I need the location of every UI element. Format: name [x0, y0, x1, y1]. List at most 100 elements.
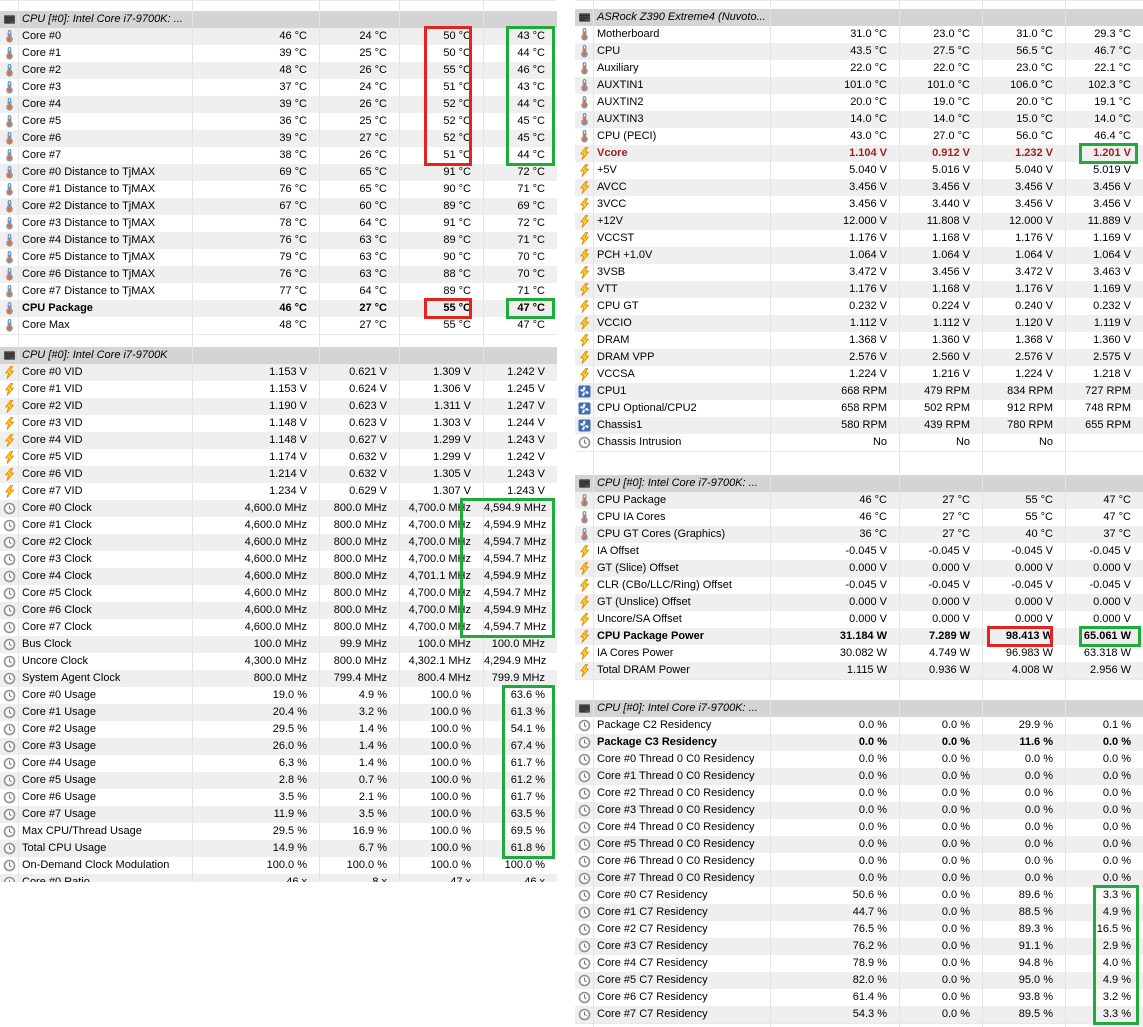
sensor-row[interactable]: Total DRAM Power 1.115 W 0.936 W 4.008 W 2.9…	[575, 662, 1143, 679]
sensor-row[interactable]: Core #4 C7 Residency 78.9 % 0.0 % 94.8 % 4.0…	[575, 955, 1143, 972]
sensor-row[interactable]: VCCST 1.176 V 1.168 V 1.176 V 1.169 V	[575, 230, 1143, 247]
sensor-row[interactable]: Core #2 Thread 0 C0 Residency 0.0 % 0.0 % 0…	[575, 785, 1143, 802]
sensor-row[interactable]: AUXTIN3 14.0 °C 14.0 °C 15.0 °C 14.0 °C	[575, 111, 1143, 128]
section-header[interactable]: CPU [#0]: Intel Core i7-9700K: ...	[575, 475, 1143, 492]
sensor-row[interactable]: CPU Optional/CPU2 658 RPM 502 RPM 912 RPM 74…	[575, 400, 1143, 417]
sensor-row[interactable]: Core #2 Distance to TjMAX 67 °C 60 °C 89 °C…	[0, 198, 557, 215]
sensor-row[interactable]: Total CPU Usage 14.9 % 6.7 % 100.0 % 61.8 %	[0, 840, 557, 857]
sensor-row[interactable]: Core #7 Thread 0 C0 Residency 0.0 % 0.0 % 0…	[575, 870, 1143, 887]
sensor-row[interactable]: Core #4 Thread 0 C0 Residency 0.0 % 0.0 % 0…	[575, 819, 1143, 836]
sensor-row[interactable]: Core #1 Thread 0 C0 Residency 0.0 % 0.0 % 0…	[575, 768, 1143, 785]
sensor-row[interactable]: Auxiliary 22.0 °C 22.0 °C 23.0 °C 22.1 °C	[575, 60, 1143, 77]
sensor-row[interactable]: Core #0 VID 1.153 V 0.621 V 1.309 V 1.242 V	[0, 364, 557, 381]
sensor-row[interactable]: CPU (PECI) 43.0 °C 27.0 °C 56.0 °C 46.4 °C	[575, 128, 1143, 145]
sensor-row[interactable]: CPU Package Power 31.184 W 7.289 W 98.413 W…	[575, 628, 1143, 645]
sensor-row[interactable]: System Agent Clock 800.0 MHz 799.4 MHz 800.…	[0, 670, 557, 687]
sensor-row[interactable]: Package C3 Residency 0.0 % 0.0 % 11.6 % 0.0 …	[575, 734, 1143, 751]
sensor-row[interactable]: Core #7 C7 Residency 54.3 % 0.0 % 89.5 % 3.3…	[575, 1006, 1143, 1023]
sensor-row[interactable]: Core #3 Usage 26.0 % 1.4 % 100.0 % 67.4 %	[0, 738, 557, 755]
sensor-row[interactable]: Chassis Intrusion No No No	[575, 434, 1143, 451]
sensor-row[interactable]: Core #3 VID 1.148 V 0.623 V 1.303 V 1.244 V	[0, 415, 557, 432]
sensor-row[interactable]: Core #5 Clock 4,600.0 MHz 800.0 MHz 4,700.0…	[0, 585, 557, 602]
sensor-row[interactable]: +12V 12.000 V 11.808 V 12.000 V 11.889 V	[575, 213, 1143, 230]
sensor-row[interactable]: +5V 5.040 V 5.016 V 5.040 V 5.019 V	[575, 162, 1143, 179]
sensor-row[interactable]: Motherboard 31.0 °C 23.0 °C 31.0 °C 29.3 °C	[575, 26, 1143, 43]
sensor-row[interactable]: Core #1 Usage 20.4 % 3.2 % 100.0 % 61.3 %	[0, 704, 557, 721]
sensor-row[interactable]: VCCIO 1.112 V 1.112 V 1.120 V 1.119 V	[575, 315, 1143, 332]
sensor-row[interactable]: Core #6 39 °C 27 °C 52 °C 45 °C	[0, 130, 557, 147]
sensor-row[interactable]: 3VSB 3.472 V 3.456 V 3.472 V 3.463 V	[575, 264, 1143, 281]
sensor-row[interactable]: Core #7 38 °C 26 °C 51 °C 44 °C	[0, 147, 557, 164]
sensor-row[interactable]: VTT 1.176 V 1.168 V 1.176 V 1.169 V	[575, 281, 1143, 298]
sensor-row[interactable]: IA Cores Power 30.082 W 4.749 W 96.983 W 63.…	[575, 645, 1143, 662]
sensor-row[interactable]: GT (Slice) Offset 0.000 V 0.000 V 0.000 V 0.…	[575, 560, 1143, 577]
sensor-row[interactable]: Core #4 Clock 4,600.0 MHz 800.0 MHz 4,701.1…	[0, 568, 557, 585]
sensor-row[interactable]: CPU GT Cores (Graphics) 36 °C 27 °C 40 °C 37…	[575, 526, 1143, 543]
sensor-row[interactable]: Uncore/SA Offset 0.000 V 0.000 V 0.000 V 0.0…	[575, 611, 1143, 628]
sensor-row[interactable]: DRAM VPP 2.576 V 2.560 V 2.576 V 2.575 V	[575, 349, 1143, 366]
section-header[interactable]: ASRock Z390 Extreme4 (Nuvoto...	[575, 9, 1143, 26]
sensor-row[interactable]: Max CPU/Thread Usage 29.5 % 16.9 % 100.0 % 6…	[0, 823, 557, 840]
sensor-row[interactable]: Core #6 Thread 0 C0 Residency 0.0 % 0.0 % 0…	[575, 853, 1143, 870]
sensor-row[interactable]: CPU Package 46 °C 27 °C 55 °C 47 °C	[575, 492, 1143, 509]
sensor-row[interactable]: Core #0 Distance to TjMAX 69 °C 65 °C 91 °C…	[0, 164, 557, 181]
sensor-row[interactable]: CPU 43.5 °C 27.5 °C 56.5 °C 46.7 °C	[575, 43, 1143, 60]
section-header[interactable]: CPU [#0]: Intel Core i7-9700K: ...	[575, 700, 1143, 717]
sensor-row[interactable]: Core #0 46 °C 24 °C 50 °C 43 °C	[0, 28, 557, 45]
sensor-row[interactable]: Core #3 37 °C 24 °C 51 °C 43 °C	[0, 79, 557, 96]
sensor-row[interactable]: CPU1 668 RPM 479 RPM 834 RPM 727 RPM	[575, 383, 1143, 400]
sensor-row[interactable]: Vcore 1.104 V 0.912 V 1.232 V 1.201 V	[575, 145, 1143, 162]
sensor-row[interactable]: Core #5 36 °C 25 °C 52 °C 45 °C	[0, 113, 557, 130]
sensor-row[interactable]: On-Demand Clock Modulation 100.0 % 100.0 %…	[0, 857, 557, 874]
sensor-row[interactable]: Core #2 48 °C 26 °C 55 °C 46 °C	[0, 62, 557, 79]
sensor-row[interactable]: Core #1 Distance to TjMAX 76 °C 65 °C 90 °C…	[0, 181, 557, 198]
sensor-row[interactable]: Core #5 C7 Residency 82.0 % 0.0 % 95.0 % 4.9…	[575, 972, 1143, 989]
sensor-row[interactable]: Core #5 Usage 2.8 % 0.7 % 100.0 % 61.2 %	[0, 772, 557, 789]
sensor-row[interactable]: AVCC 3.456 V 3.456 V 3.456 V 3.456 V	[575, 179, 1143, 196]
sensor-row[interactable]: Core #2 C7 Residency 76.5 % 0.0 % 89.3 % 16.…	[575, 921, 1143, 938]
sensor-row[interactable]: Core #6 Clock 4,600.0 MHz 800.0 MHz 4,700.0…	[0, 602, 557, 619]
sensor-row[interactable]: Core #3 Distance to TjMAX 78 °C 64 °C 91 °C…	[0, 215, 557, 232]
sensor-row[interactable]: Core #5 Distance to TjMAX 79 °C 63 °C 90 °C…	[0, 249, 557, 266]
sensor-row[interactable]: Core #4 39 °C 26 °C 52 °C 44 °C	[0, 96, 557, 113]
sensor-row[interactable]: Core #6 C7 Residency 61.4 % 0.0 % 93.8 % 3.2…	[575, 989, 1143, 1006]
sensor-row[interactable]: Core Max 48 °C 27 °C 55 °C 47 °C	[0, 317, 557, 334]
sensor-row[interactable]: Core #3 Thread 0 C0 Residency 0.0 % 0.0 % 0…	[575, 802, 1143, 819]
sensor-row[interactable]: Package C2 Residency 0.0 % 0.0 % 29.9 % 0.1 …	[575, 717, 1143, 734]
sensor-row[interactable]: 3VCC 3.456 V 3.440 V 3.456 V 3.456 V	[575, 196, 1143, 213]
sensor-row[interactable]: Core #4 Distance to TjMAX 76 °C 63 °C 89 °C…	[0, 232, 557, 249]
sensor-row[interactable]: AUXTIN1 101.0 °C 101.0 °C 106.0 °C 102.3 °C	[575, 77, 1143, 94]
sensor-row[interactable]: DRAM 1.368 V 1.360 V 1.368 V 1.360 V	[575, 332, 1143, 349]
sensor-row[interactable]: VCCSA 1.224 V 1.216 V 1.224 V 1.218 V	[575, 366, 1143, 383]
sensor-row[interactable]: AUXTIN2 20.0 °C 19.0 °C 20.0 °C 19.1 °C	[575, 94, 1143, 111]
sensor-row[interactable]: Core #1 VID 1.153 V 0.624 V 1.306 V 1.245 V	[0, 381, 557, 398]
sensor-row[interactable]: CLR (CBo/LLC/Ring) Offset -0.045 V -0.045 …	[575, 577, 1143, 594]
sensor-row[interactable]: Core #0 Clock 4,600.0 MHz 800.0 MHz 4,700.0…	[0, 500, 557, 517]
sensor-row[interactable]: Core #6 Distance to TjMAX 76 °C 63 °C 88 °C…	[0, 266, 557, 283]
sensor-row[interactable]: Core #5 VID 1.174 V 0.632 V 1.299 V 1.242 V	[0, 449, 557, 466]
sensor-row[interactable]: Core #6 Usage 3.5 % 2.1 % 100.0 % 61.7 %	[0, 789, 557, 806]
sensor-row[interactable]: Core #1 C7 Residency 44.7 % 0.0 % 88.5 % 4.9…	[575, 904, 1143, 921]
sensor-row[interactable]: IA Offset -0.045 V -0.045 V -0.045 V -0.045 …	[575, 543, 1143, 560]
sensor-row[interactable]: Core #4 VID 1.148 V 0.627 V 1.299 V 1.243 V	[0, 432, 557, 449]
sensor-row[interactable]: Core #1 Clock 4,600.0 MHz 800.0 MHz 4,700.0…	[0, 517, 557, 534]
sensor-row[interactable]: Core #2 Usage 29.5 % 1.4 % 100.0 % 54.1 %	[0, 721, 557, 738]
sensor-row[interactable]: Core #7 VID 1.234 V 0.629 V 1.307 V 1.243 V	[0, 483, 557, 500]
sensor-row[interactable]: Core #1 39 °C 25 °C 50 °C 44 °C	[0, 45, 557, 62]
sensor-row[interactable]: Core #3 C7 Residency 76.2 % 0.0 % 91.1 % 2.9…	[575, 938, 1143, 955]
sensor-row[interactable]: Core #3 Clock 4,600.0 MHz 800.0 MHz 4,700.0…	[0, 551, 557, 568]
section-header[interactable]: CPU [#0]: Intel Core i7-9700K	[0, 347, 557, 364]
sensor-row[interactable]: Core #0 Usage 19.0 % 4.9 % 100.0 % 63.6 %	[0, 687, 557, 704]
sensor-row[interactable]: Core #7 Clock 4,600.0 MHz 800.0 MHz 4,700.0…	[0, 619, 557, 636]
sensor-row[interactable]: Core #5 Thread 0 C0 Residency 0.0 % 0.0 % 0…	[575, 836, 1143, 853]
section-header[interactable]: CPU [#0]: Intel Core i7-9700K: ...	[0, 11, 557, 28]
sensor-row[interactable]: Core #6 VID 1.214 V 0.632 V 1.305 V 1.243 V	[0, 466, 557, 483]
sensor-row[interactable]: PCH +1.0V 1.064 V 1.064 V 1.064 V 1.064 V	[575, 247, 1143, 264]
sensor-row[interactable]: Bus Clock 100.0 MHz 99.9 MHz 100.0 MHz 100.0…	[0, 636, 557, 653]
sensor-row[interactable]: Core #7 Distance to TjMAX 77 °C 64 °C 89 °C…	[0, 283, 557, 300]
sensor-row[interactable]: Chassis1 580 RPM 439 RPM 780 RPM 655 RPM	[575, 417, 1143, 434]
sensor-row[interactable]: Core #4 Usage 6.3 % 1.4 % 100.0 % 61.7 %	[0, 755, 557, 772]
sensor-row[interactable]: Core #2 Clock 4,600.0 MHz 800.0 MHz 4,700.0…	[0, 534, 557, 551]
sensor-row[interactable]: CPU Package 46 °C 27 °C 55 °C 47 °C	[0, 300, 557, 317]
